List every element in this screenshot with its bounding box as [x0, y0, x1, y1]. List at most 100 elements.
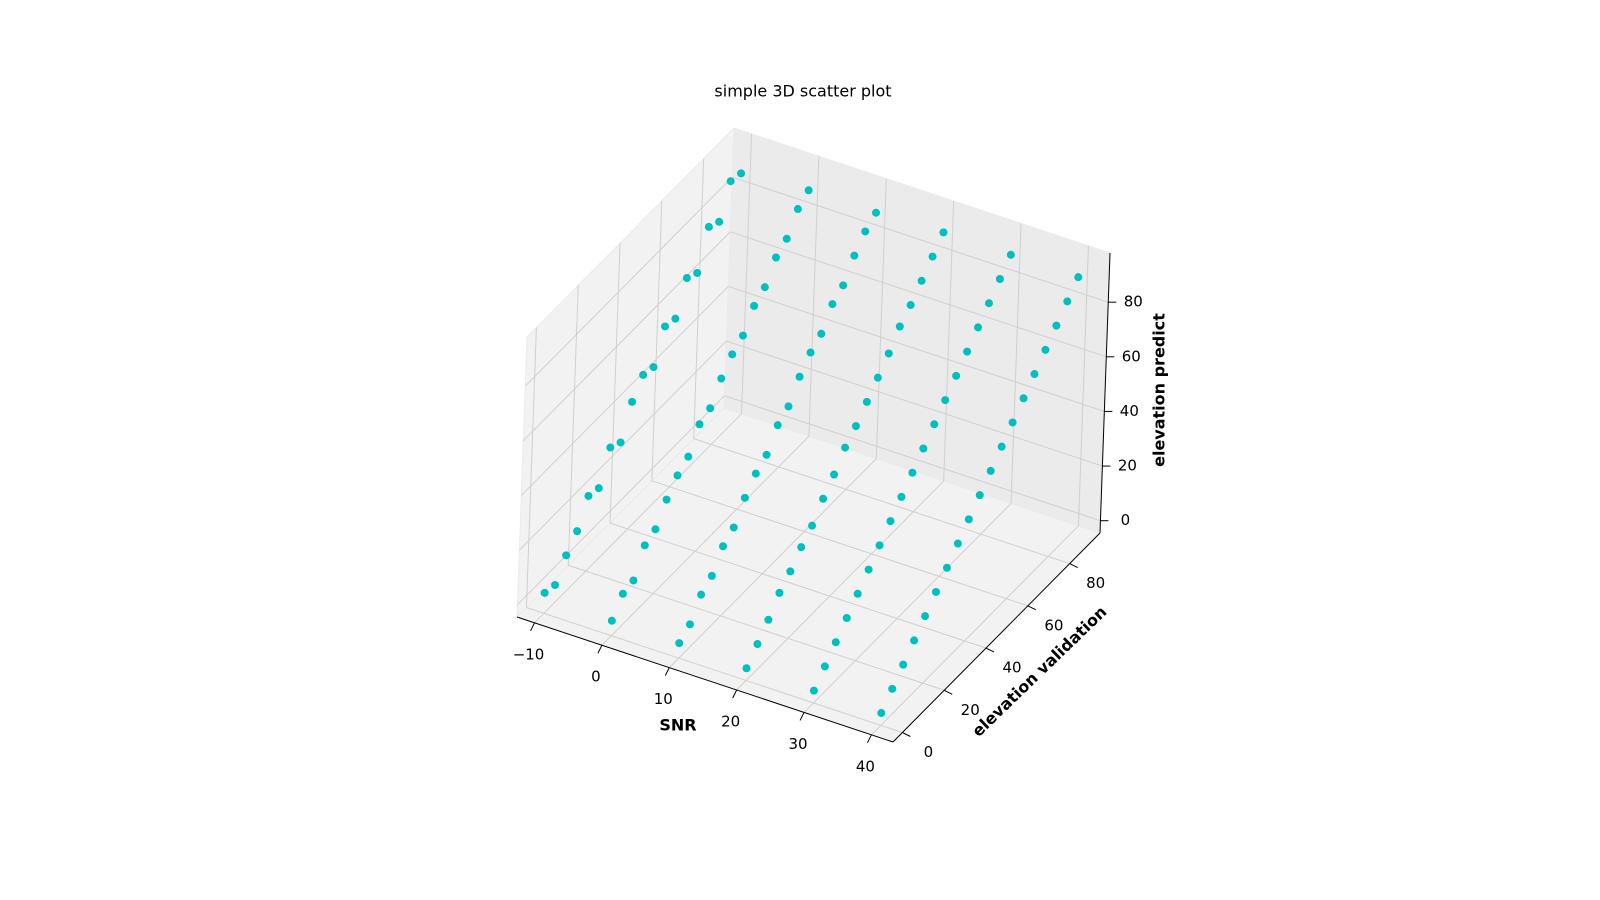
scatter-point [875, 541, 884, 550]
scatter-point [740, 493, 749, 502]
scatter-point [682, 274, 691, 283]
scatter-point [1006, 250, 1015, 259]
grid-line [728, 285, 1105, 412]
scatter-point [917, 276, 926, 285]
scatter-point [661, 322, 670, 331]
scatter-point [953, 539, 962, 548]
scatter-point [607, 616, 616, 625]
tick-mark [985, 647, 995, 653]
scatter-point [942, 563, 951, 572]
z-tick-label: 80 [1124, 293, 1143, 311]
x-tick-label: −10 [513, 645, 545, 663]
scatter-point [786, 567, 795, 576]
scatter-point [639, 370, 648, 379]
z-tick-label: 40 [1120, 402, 1139, 420]
scatter-point [895, 322, 904, 331]
grid-line [568, 564, 945, 691]
scatter-point [804, 186, 813, 195]
scatter-point [995, 274, 1004, 283]
grid-line [943, 201, 955, 482]
scatter-point [963, 347, 972, 356]
scatter-point [640, 541, 649, 550]
scatter-point [719, 542, 728, 551]
grid-line [724, 395, 1101, 522]
scatter-point [771, 253, 780, 262]
grid-line [567, 285, 579, 566]
tick-mark [597, 645, 603, 654]
scatter-point [795, 372, 804, 381]
grid-line [651, 480, 1029, 607]
scatter-point [842, 613, 851, 622]
scatter-point [871, 208, 880, 217]
scatter-point [809, 686, 818, 695]
grid-line [525, 327, 537, 608]
grid-line [524, 176, 733, 387]
scatter-point [884, 349, 893, 358]
scatter-point [728, 350, 737, 359]
scatter-point [964, 515, 973, 524]
scatter-point [737, 169, 746, 178]
grid-line [871, 525, 1079, 736]
scatter-point [986, 466, 995, 475]
scatter-point [820, 662, 829, 671]
scatter-point [551, 581, 560, 590]
scatter-point [651, 525, 660, 534]
scatter-point [862, 397, 871, 406]
scatter-point [886, 517, 895, 526]
scatter-point [693, 268, 702, 277]
scatter-point [540, 588, 549, 597]
scatter-point [726, 177, 735, 186]
scatter-point [984, 299, 993, 308]
z-axis-label: elevation predict [1150, 313, 1169, 467]
x-tick-label: 40 [856, 757, 875, 775]
chart-title: simple 3D scatter plot [714, 82, 891, 101]
scatter-point [738, 331, 747, 340]
scatter-point [606, 443, 615, 452]
grid-line [736, 480, 945, 691]
x-axis-label: SNR [659, 716, 696, 735]
x-tick-label: 20 [721, 713, 740, 731]
scatter-point [715, 217, 724, 226]
scatter-point [729, 523, 738, 532]
scatter-point [841, 443, 850, 452]
scatter-point [931, 587, 940, 596]
scatter-point [1074, 273, 1083, 282]
scatter-point [773, 421, 782, 430]
tick-mark [1027, 605, 1037, 611]
scatter-point [618, 589, 627, 598]
scatter-point [782, 234, 791, 243]
scatter-point [997, 442, 1006, 451]
scatter-point [861, 227, 870, 236]
grid-line [522, 231, 731, 442]
scatter-point [975, 491, 984, 500]
grid-line [526, 607, 903, 733]
scatter-point [1041, 345, 1050, 354]
scatter-point [671, 314, 680, 323]
y-axis-line [892, 532, 1101, 743]
scatter-point [919, 444, 928, 453]
grid-line [730, 231, 1107, 358]
tick-mark [902, 732, 911, 737]
scatter-point [562, 551, 571, 560]
scatter-point [717, 374, 726, 383]
x-tick-label: 10 [654, 690, 673, 708]
axes: −10 0 10 20 30 40 0 20 40 60 80 0 20 40 60 80 [513, 252, 1143, 775]
scatter-point [873, 373, 882, 382]
scatter-point [584, 491, 593, 500]
scatter-point [851, 422, 860, 431]
scatter-point [830, 470, 839, 479]
z-tick-label: 0 [1121, 511, 1131, 529]
grid-line [601, 435, 810, 646]
scatter-point [921, 612, 930, 621]
scatter-point [616, 438, 625, 447]
grid-line [1077, 245, 1089, 526]
z-tick-label: 60 [1122, 347, 1141, 365]
grid-line [693, 438, 1070, 565]
scatter-point [594, 484, 603, 493]
scatter-point [673, 471, 682, 480]
grid-line [534, 413, 742, 624]
scatter-point [751, 469, 760, 478]
y-tick-label: 40 [1002, 659, 1021, 677]
tick-mark [732, 689, 738, 699]
scatter-point [762, 450, 771, 459]
